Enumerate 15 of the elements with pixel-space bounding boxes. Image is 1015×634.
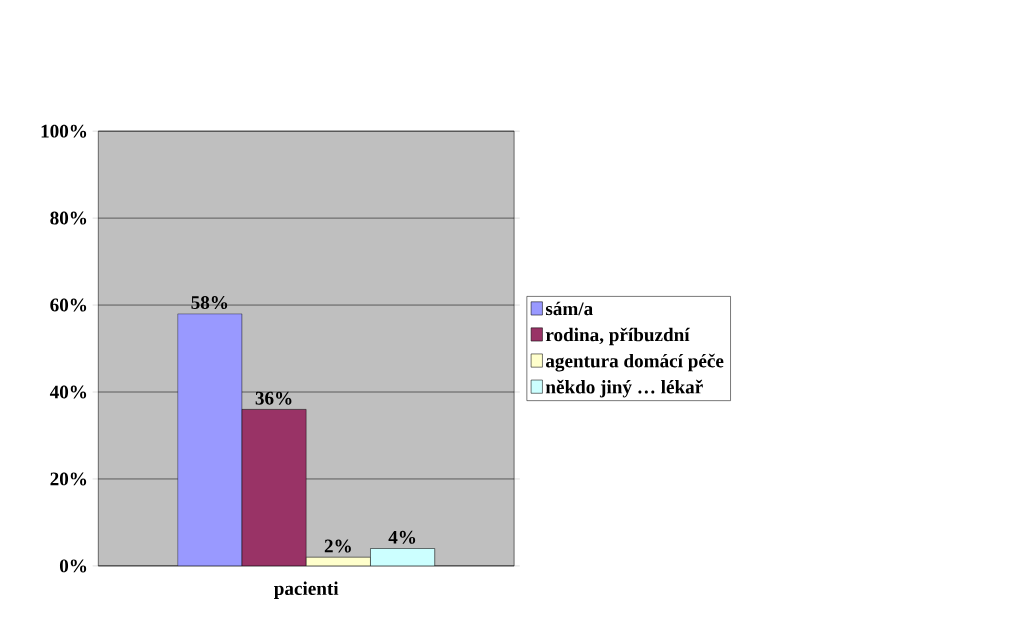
legend-label: rodina, příbuzdní	[545, 327, 690, 346]
x-tick-label: pacienti	[274, 581, 339, 599]
legend-label: někdo jiný … lékař	[545, 379, 703, 398]
y-tick-label: 100%	[41, 124, 87, 138]
data-label: 58%	[191, 296, 228, 310]
y-tick-label: 60%	[50, 298, 87, 312]
y-tick-label: 20%	[50, 472, 87, 486]
legend-label: sám/a	[545, 301, 593, 316]
data-label: 2%	[324, 539, 351, 553]
y-tick-label: 0%	[59, 559, 87, 573]
data-label: 4%	[388, 530, 416, 544]
y-tick-label: 40%	[49, 385, 87, 399]
data-label: 36%	[255, 391, 292, 405]
y-tick-label: 80%	[50, 211, 87, 225]
legend-label: agentura domácí péče	[545, 353, 724, 372]
